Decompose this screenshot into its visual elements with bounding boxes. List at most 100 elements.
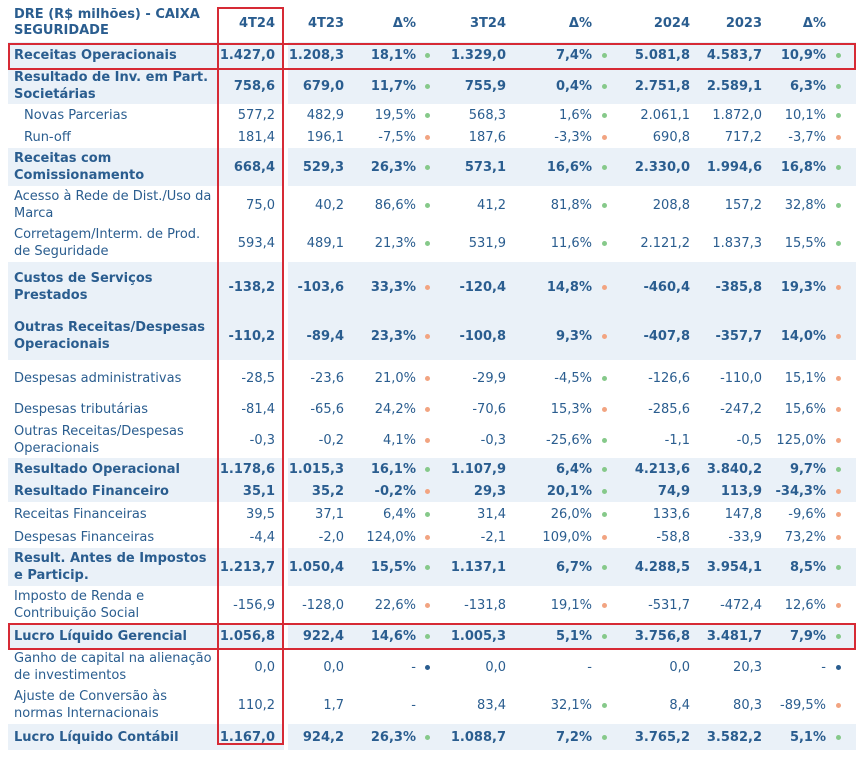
cell-delta-annual: 12,6% [784, 597, 826, 613]
cell-4t23: 1,7 [323, 697, 344, 713]
cell-delta-qoq: 7,4% [555, 47, 592, 63]
trend-dot-icon [425, 134, 430, 140]
trend-dot-icon [425, 406, 430, 412]
cell-delta-annual: 7,9% [789, 628, 826, 644]
cell-4t23: 1.208,3 [288, 47, 344, 63]
cell-delta-yoy: 26,3% [370, 729, 416, 745]
trend-dot-icon [836, 702, 841, 708]
table-row: Corretagem/Interm. de Prod. de Seguridad… [8, 224, 856, 262]
trend-dot-icon [425, 52, 430, 58]
cell-3t24: 1.107,9 [450, 461, 506, 477]
cell-3t24: 531,9 [468, 235, 506, 251]
cell-delta-qoq: 9,3% [555, 328, 592, 344]
trend-dot-icon [602, 466, 607, 472]
cell-3t24: 1.088,7 [450, 729, 506, 745]
cell-3t24: -120,4 [459, 279, 506, 295]
table-row: Ajuste de Conversão às normas Internacio… [8, 686, 856, 724]
cell-2023: -472,4 [720, 597, 762, 613]
trend-dot-icon [602, 375, 607, 381]
row-label: Outras Receitas/Despesas Operacionais [14, 320, 205, 352]
trend-dot-icon [836, 375, 841, 381]
cell-4t23: 40,2 [315, 197, 344, 213]
cell-delta-qoq: 16,6% [546, 159, 592, 175]
trend-dot-icon [602, 83, 607, 89]
cell-3t24: 0,0 [485, 659, 506, 675]
cell-delta-annual: 125,0% [776, 432, 826, 448]
table-row: Result. Antes de Impostos e Particip. 1.2… [8, 548, 856, 586]
cell-4t23: -103,6 [297, 279, 344, 295]
cell-2023: 80,3 [733, 697, 762, 713]
trend-dot-icon [425, 333, 430, 339]
cell-delta-annual: 15,5% [784, 235, 826, 251]
cell-delta-annual: 15,1% [784, 370, 826, 386]
trend-dot-icon [602, 734, 607, 740]
row-highlight-lucro-liquido-gerencial [8, 623, 856, 650]
cell-4t24: 668,4 [233, 159, 275, 175]
cell-2023: 3.954,1 [706, 559, 762, 575]
cell-delta-qoq: 15,3% [550, 401, 592, 417]
cell-delta-qoq: 1,6% [558, 107, 592, 123]
header-4t24: 4T24 [238, 15, 275, 31]
trend-dot-icon [602, 240, 607, 246]
cell-4t24: -28,5 [241, 370, 275, 386]
trend-dot-icon [836, 488, 841, 494]
cell-delta-annual: 10,9% [780, 47, 826, 63]
cell-2023: -110,0 [720, 370, 762, 386]
cell-2024: 2.121,2 [640, 235, 690, 251]
table-row: Run-off 181,4 196,1 -7,5% 187,6 -3,3% 690,8 717… [8, 126, 856, 148]
cell-4t24: 35,1 [242, 483, 275, 499]
cell-3t24: 31,4 [477, 506, 506, 522]
cell-2024: 74,9 [657, 483, 690, 499]
cell-delta-qoq: -4,5% [554, 370, 592, 386]
trend-dot-icon [602, 112, 607, 118]
cell-delta-qoq: 19,1% [550, 597, 592, 613]
trend-dot-icon [425, 534, 430, 540]
cell-4t24: 181,4 [237, 129, 275, 145]
table-row: Acesso à Rede de Dist./Uso da Marca 75,0 4… [8, 186, 856, 224]
cell-2024: 5.081,8 [634, 47, 690, 63]
trend-dot-icon [425, 734, 430, 740]
cell-4t24: -0,3 [249, 432, 275, 448]
header-4t23: 4T23 [307, 15, 344, 31]
trend-dot-icon [425, 466, 430, 472]
cell-delta-yoy: -0,2% [374, 483, 416, 499]
trend-dot-icon [425, 112, 430, 118]
cell-2024: -285,6 [648, 401, 690, 417]
cell-delta-annual: -3,7% [788, 129, 826, 145]
table-row: Outras Receitas/Despesas Operacionais -0,… [8, 422, 856, 458]
cell-4t24: -4,4 [249, 529, 275, 545]
cell-delta-yoy: - [411, 659, 416, 675]
cell-2023: -33,9 [728, 529, 762, 545]
cell-3t24: -100,8 [459, 328, 506, 344]
cell-3t24: 83,4 [477, 697, 506, 713]
cell-4t23: -128,0 [302, 597, 344, 613]
cell-delta-annual: 8,5% [789, 559, 826, 575]
cell-4t23: 0,0 [323, 659, 344, 675]
trend-dot-icon [602, 202, 607, 208]
cell-4t24: 1.178,6 [219, 461, 275, 477]
cell-delta-qoq: 26,0% [550, 506, 592, 522]
trend-dot-icon [836, 83, 841, 89]
cell-2024: 3.756,8 [634, 628, 690, 644]
cell-delta-yoy: 19,5% [374, 107, 416, 123]
cell-delta-yoy: 14,6% [370, 628, 416, 644]
table-row: Lucro Líquido Gerencial 1.056,8 922,4 14,6%… [8, 624, 856, 648]
cell-2023: 3.582,2 [706, 729, 762, 745]
trend-dot-icon [425, 488, 430, 494]
table-row: Outras Receitas/Despesas Operacionais -11… [8, 312, 856, 360]
row-label: Despesas tributárias [14, 401, 148, 417]
cell-4t24: 0,0 [254, 659, 275, 675]
cell-3t24: 573,1 [464, 159, 506, 175]
cell-3t24: 41,2 [477, 197, 506, 213]
trend-dot-icon [425, 164, 430, 170]
cell-2024: 2.061,1 [640, 107, 690, 123]
cell-2023: 3.481,7 [706, 628, 762, 644]
trend-dot-icon [602, 633, 607, 639]
cell-4t23: 529,3 [302, 159, 344, 175]
trend-dot-icon [836, 534, 841, 540]
cell-4t23: -89,4 [306, 328, 344, 344]
cell-delta-qoq: 5,1% [555, 628, 592, 644]
cell-delta-annual: 16,8% [780, 159, 826, 175]
cell-4t23: 489,1 [306, 235, 344, 251]
trend-dot-icon [836, 134, 841, 140]
